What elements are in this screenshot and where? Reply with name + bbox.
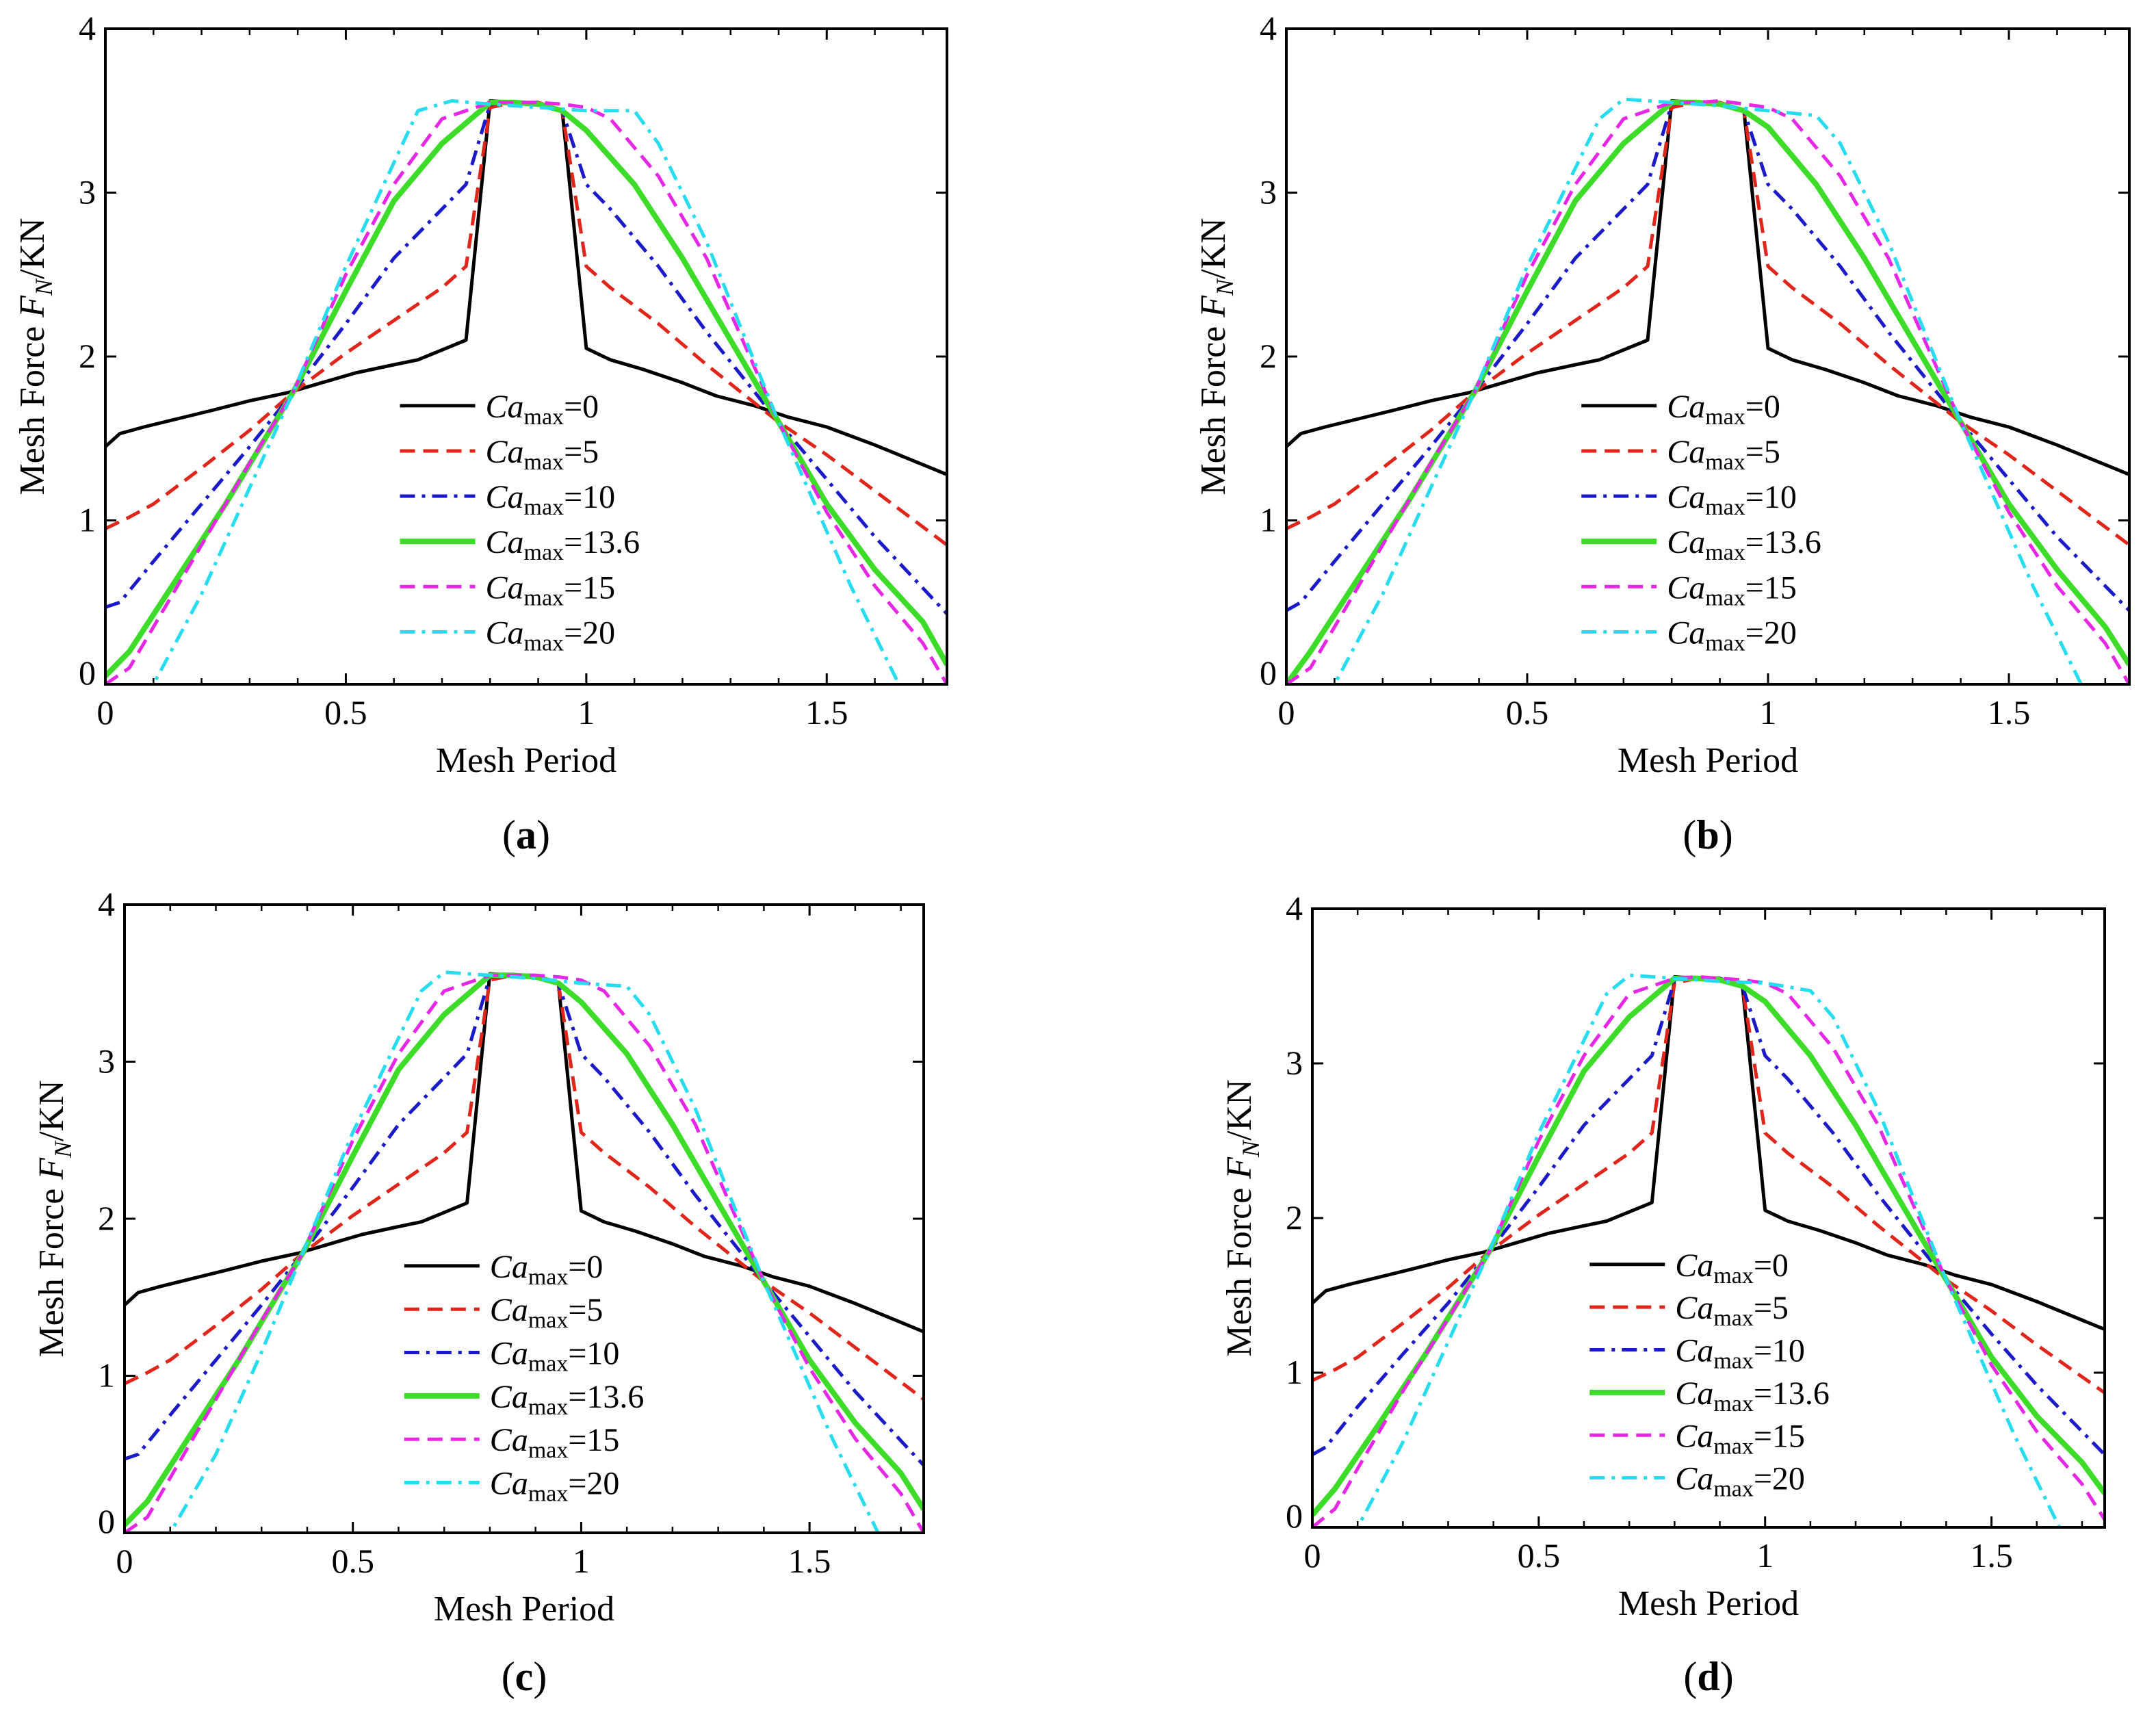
- x-axis-title: Mesh Period: [1618, 741, 1798, 780]
- chart-panel-c: 0 0.5 1 1.5 0 1 2 3 4 Mesh Period Mesh Force FN/KN…: [32, 885, 925, 1699]
- panel-label: (c): [502, 1654, 547, 1699]
- chart-panel-a: 0 0.5 1 1.5 0 1 2 3 4 Mesh Period Mesh Force FN/KN…: [13, 9, 948, 857]
- y-tick-label: 2: [1286, 1198, 1303, 1237]
- legend-entry-label: Camax=13.6: [486, 524, 640, 565]
- y-axis-title: Mesh Force FN/KN: [1220, 1079, 1264, 1356]
- series-line-ca-max-15: [1286, 99, 2129, 684]
- y-tick-label: 4: [1260, 9, 1277, 47]
- legend-entry-label: Camax=10: [1667, 479, 1797, 520]
- chart-panel-d: 0 0.5 1 1.5 0 1 2 3 4 Mesh Period Mesh Force FN/KN…: [1220, 889, 2106, 1699]
- x-tick-label: 0.5: [331, 1542, 374, 1580]
- x-tick-label: 0: [1304, 1536, 1321, 1575]
- x-axis-title: Mesh Period: [1618, 1584, 1799, 1623]
- x-axis-title: Mesh Period: [434, 1590, 614, 1629]
- legend-entry-label: Camax=13.6: [490, 1379, 645, 1420]
- series-line-ca-max-5: [1286, 101, 2129, 547]
- series-line-ca-max-13-6: [1312, 975, 2105, 1517]
- series-line-ca-max-5: [105, 101, 947, 547]
- legend-entry-label: Camax=20: [490, 1466, 620, 1507]
- y-tick-label: 2: [1260, 337, 1277, 375]
- y-tick-label: 3: [79, 173, 96, 211]
- y-tick-label: 1: [98, 1356, 115, 1395]
- x-tick-label: 0.5: [1518, 1536, 1561, 1575]
- panel-label: (a): [502, 812, 550, 857]
- legend-entry-label: Camax=13.6: [1675, 1375, 1830, 1416]
- y-axis-title: Mesh Force FN/KN: [13, 218, 57, 495]
- x-tick-label: 1: [573, 1542, 590, 1580]
- x-tick-label: 1.5: [805, 693, 848, 732]
- x-tick-label: 0: [97, 693, 114, 732]
- legend-entry-label: Camax=0: [490, 1249, 603, 1290]
- y-tick-label: 0: [79, 654, 96, 692]
- x-tick-label: 0.5: [324, 693, 367, 732]
- legend-entry-label: Camax=10: [490, 1336, 620, 1377]
- y-tick-label: 2: [98, 1199, 115, 1237]
- legend-entry-label: Camax=10: [486, 479, 616, 520]
- x-tick-label: 0: [116, 1542, 133, 1580]
- series-line-ca-max-15: [105, 101, 947, 684]
- x-tick-label: 0: [1278, 693, 1295, 732]
- y-tick-label: 4: [79, 9, 96, 47]
- legend-entry-label: Camax=20: [1667, 614, 1797, 656]
- legend-entry-label: Camax=10: [1675, 1333, 1805, 1374]
- x-tick-label: 1.5: [1988, 693, 2031, 732]
- series-line-ca-max-20: [143, 99, 905, 684]
- legend-entry-label: Camax=20: [486, 614, 616, 656]
- legend-entry-label: Camax=0: [1667, 389, 1780, 430]
- legend-entry-label: Camax=15: [1667, 569, 1797, 610]
- legend-entry-label: Camax=5: [490, 1292, 603, 1333]
- series-line-ca-max-20: [1324, 97, 2087, 684]
- x-tick-label: 1: [577, 693, 595, 732]
- y-axis-title: Mesh Force FN/KN: [32, 1080, 77, 1357]
- y-tick-label: 2: [79, 337, 96, 375]
- y-tick-label: 3: [1286, 1044, 1303, 1082]
- y-tick-label: 0: [1260, 654, 1277, 692]
- series-line-ca-max-20: [159, 970, 883, 1533]
- legend-entry-label: Camax=5: [1667, 434, 1780, 475]
- y-tick-label: 1: [1286, 1353, 1303, 1391]
- series-line-ca-max-15: [125, 973, 924, 1533]
- y-tick-label: 3: [98, 1042, 115, 1080]
- legend-entry-label: Camax=15: [486, 569, 616, 610]
- x-tick-label: 1: [1760, 693, 1777, 732]
- legend-entry-label: Camax=0: [486, 389, 599, 430]
- y-tick-label: 0: [1286, 1497, 1303, 1535]
- legend-entry-label: Camax=15: [490, 1422, 620, 1463]
- legend-entry-label: Camax=0: [1675, 1247, 1789, 1289]
- legend-entry-label: Camax=15: [1675, 1418, 1805, 1459]
- legend-entry-label: Camax=20: [1675, 1461, 1805, 1502]
- x-tick-label: 1.5: [1970, 1536, 2013, 1575]
- x-tick-label: 1: [1756, 1536, 1774, 1575]
- y-axis-title: Mesh Force FN/KN: [1194, 218, 1238, 495]
- series-line-ca-max-15: [1312, 974, 2105, 1527]
- y-tick-label: 4: [1286, 889, 1303, 927]
- y-tick-label: 0: [98, 1502, 115, 1540]
- legend-entry-label: Camax=13.6: [1667, 524, 1821, 565]
- x-tick-label: 0.5: [1506, 693, 1549, 732]
- y-tick-label: 1: [79, 501, 96, 539]
- y-tick-label: 4: [98, 885, 115, 923]
- x-tick-label: 1.5: [788, 1542, 831, 1580]
- y-tick-label: 3: [1260, 173, 1277, 211]
- legend-entry-label: Camax=5: [1675, 1290, 1789, 1331]
- legend-entry-label: Camax=5: [486, 434, 599, 475]
- x-axis-title: Mesh Period: [436, 741, 616, 780]
- panel-label: (d): [1683, 1654, 1733, 1699]
- chart-panel-b: 0 0.5 1 1.5 0 1 2 3 4 Mesh Period Mesh Force FN/KN…: [1194, 9, 2131, 857]
- y-tick-label: 1: [1260, 501, 1277, 539]
- panel-label: (b): [1683, 812, 1732, 857]
